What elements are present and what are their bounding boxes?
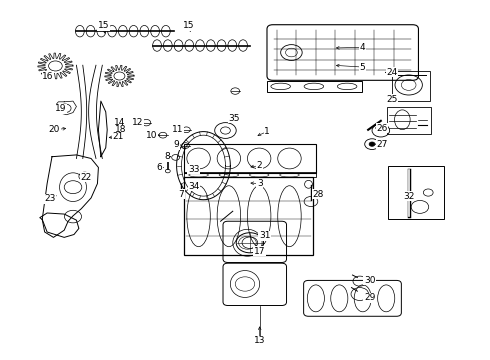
Text: 23: 23 bbox=[44, 194, 55, 203]
Bar bbox=[184, 177, 314, 255]
Text: 10: 10 bbox=[147, 131, 158, 140]
Text: 9: 9 bbox=[174, 140, 179, 149]
Bar bbox=[184, 172, 316, 177]
Bar bbox=[184, 144, 316, 173]
Text: 27: 27 bbox=[376, 140, 388, 149]
Text: 3: 3 bbox=[257, 179, 263, 188]
Text: 31: 31 bbox=[259, 231, 270, 240]
Text: 30: 30 bbox=[364, 276, 375, 285]
Text: 11: 11 bbox=[172, 125, 184, 134]
Text: 13: 13 bbox=[254, 336, 266, 345]
Text: 28: 28 bbox=[313, 190, 324, 199]
Text: 8: 8 bbox=[164, 152, 170, 161]
Text: 29: 29 bbox=[364, 293, 375, 302]
Text: 35: 35 bbox=[228, 114, 240, 123]
Text: 20: 20 bbox=[49, 125, 60, 134]
Bar bbox=[388, 166, 444, 220]
Text: 4: 4 bbox=[360, 43, 365, 52]
Text: 15: 15 bbox=[98, 21, 109, 30]
Ellipse shape bbox=[369, 142, 375, 146]
Text: 17: 17 bbox=[254, 247, 266, 256]
Bar bbox=[392, 71, 430, 101]
Text: 33: 33 bbox=[188, 165, 199, 174]
Bar bbox=[387, 107, 431, 134]
Text: 16: 16 bbox=[42, 72, 54, 81]
Text: 22: 22 bbox=[80, 173, 92, 182]
Text: 32: 32 bbox=[403, 192, 415, 201]
Text: 15: 15 bbox=[183, 21, 195, 30]
Bar bbox=[267, 81, 362, 92]
Text: 25: 25 bbox=[386, 95, 397, 104]
Text: 5: 5 bbox=[359, 63, 365, 72]
Text: 1: 1 bbox=[264, 127, 270, 136]
Text: 2: 2 bbox=[257, 161, 263, 170]
Text: 14: 14 bbox=[114, 118, 125, 127]
Text: 12: 12 bbox=[132, 118, 143, 127]
Text: 26: 26 bbox=[376, 123, 388, 132]
Text: 7: 7 bbox=[179, 190, 184, 199]
Text: 6: 6 bbox=[157, 163, 162, 172]
Text: 24: 24 bbox=[386, 68, 397, 77]
Text: 21: 21 bbox=[112, 132, 123, 141]
Text: 19: 19 bbox=[54, 104, 66, 113]
Text: 34: 34 bbox=[188, 182, 199, 191]
Text: 18: 18 bbox=[115, 125, 126, 134]
